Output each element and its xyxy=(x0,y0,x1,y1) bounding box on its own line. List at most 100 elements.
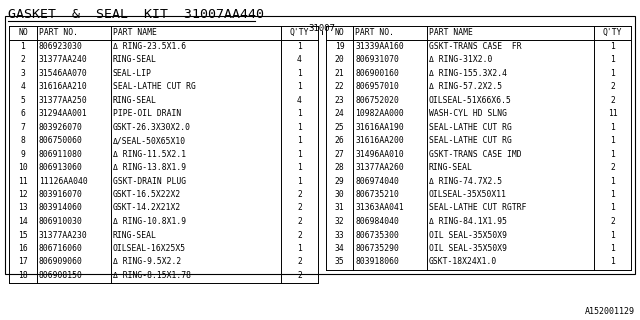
Text: 1: 1 xyxy=(611,123,615,132)
Text: A152001129: A152001129 xyxy=(585,307,635,316)
Text: 35: 35 xyxy=(335,258,344,267)
Text: 806735210: 806735210 xyxy=(355,190,399,199)
Text: 1: 1 xyxy=(611,230,615,239)
Text: 806735300: 806735300 xyxy=(355,230,399,239)
Text: Δ RING-10.8X1.9: Δ RING-10.8X1.9 xyxy=(113,217,186,226)
Text: RING-SEAL: RING-SEAL xyxy=(113,55,157,64)
Text: 803916070: 803916070 xyxy=(39,190,83,199)
Text: 11: 11 xyxy=(18,177,28,186)
Text: 1: 1 xyxy=(297,42,302,51)
Text: OILSEAL-16X25X5: OILSEAL-16X25X5 xyxy=(113,244,186,253)
Text: 4: 4 xyxy=(20,82,26,91)
Text: 1: 1 xyxy=(297,149,302,158)
Text: 1: 1 xyxy=(297,68,302,77)
Text: OILSEAL-35X50X11: OILSEAL-35X50X11 xyxy=(429,190,507,199)
Text: 28: 28 xyxy=(335,163,344,172)
Text: 4: 4 xyxy=(297,55,302,64)
Text: 806957010: 806957010 xyxy=(355,82,399,91)
Text: 1: 1 xyxy=(297,82,302,91)
Text: 1: 1 xyxy=(297,177,302,186)
Text: 1: 1 xyxy=(611,42,615,51)
Text: 16: 16 xyxy=(18,244,28,253)
Text: 1: 1 xyxy=(611,136,615,145)
Text: 1: 1 xyxy=(297,136,302,145)
Text: 2: 2 xyxy=(297,271,302,280)
Text: 2: 2 xyxy=(297,258,302,267)
Text: WASH-CYL HD SLNG: WASH-CYL HD SLNG xyxy=(429,109,507,118)
Text: 806910030: 806910030 xyxy=(39,217,83,226)
Text: Δ RING-11.5X2.1: Δ RING-11.5X2.1 xyxy=(113,149,186,158)
Text: 1: 1 xyxy=(611,55,615,64)
Text: 803914060: 803914060 xyxy=(39,204,83,212)
Text: 2: 2 xyxy=(297,190,302,199)
Text: 31007: 31007 xyxy=(308,24,335,33)
Text: OIL SEAL-35X50X9: OIL SEAL-35X50X9 xyxy=(429,244,507,253)
Text: 1: 1 xyxy=(611,149,615,158)
Text: Δ/SEAL-50X65X10: Δ/SEAL-50X65X10 xyxy=(113,136,186,145)
Text: 31377AA250: 31377AA250 xyxy=(39,95,88,105)
Text: SEAL-LATHE CUT RGTRF: SEAL-LATHE CUT RGTRF xyxy=(429,204,526,212)
Text: GSKT-TRANS CASE IMD: GSKT-TRANS CASE IMD xyxy=(429,149,521,158)
Text: 1: 1 xyxy=(611,244,615,253)
Text: 9: 9 xyxy=(20,149,26,158)
Text: 806750060: 806750060 xyxy=(39,136,83,145)
Text: 31616AA190: 31616AA190 xyxy=(355,123,404,132)
Text: 26: 26 xyxy=(335,136,344,145)
Text: NO: NO xyxy=(18,28,28,36)
Text: 806984040: 806984040 xyxy=(355,217,399,226)
Text: 31546AA070: 31546AA070 xyxy=(39,68,88,77)
Text: 32: 32 xyxy=(335,217,344,226)
Text: Δ RING-13.8X1.9: Δ RING-13.8X1.9 xyxy=(113,163,186,172)
Text: 31496AA010: 31496AA010 xyxy=(355,149,404,158)
Text: 31: 31 xyxy=(335,204,344,212)
Text: 31339AA160: 31339AA160 xyxy=(355,42,404,51)
Text: PIPE-OIL DRAIN: PIPE-OIL DRAIN xyxy=(113,109,181,118)
Text: 806931070: 806931070 xyxy=(355,55,399,64)
Text: SEAL-LATHE CUT RG: SEAL-LATHE CUT RG xyxy=(429,123,511,132)
Text: SEAL-LIP: SEAL-LIP xyxy=(113,68,152,77)
Text: GSKT-18X24X1.0: GSKT-18X24X1.0 xyxy=(429,258,497,267)
Text: 1: 1 xyxy=(297,244,302,253)
Text: 1: 1 xyxy=(611,258,615,267)
Text: GASKET  &  SEAL  KIT  31007AA440: GASKET & SEAL KIT 31007AA440 xyxy=(8,8,264,21)
Text: 2: 2 xyxy=(611,82,615,91)
Text: OIL SEAL-35X50X9: OIL SEAL-35X50X9 xyxy=(429,230,507,239)
Text: 5: 5 xyxy=(20,95,26,105)
Text: Q'TY: Q'TY xyxy=(290,28,309,36)
Text: 803926070: 803926070 xyxy=(39,123,83,132)
Text: 2: 2 xyxy=(297,230,302,239)
Text: 806735290: 806735290 xyxy=(355,244,399,253)
Text: 10982AA000: 10982AA000 xyxy=(355,109,404,118)
Text: GSKT-16.5X22X2: GSKT-16.5X22X2 xyxy=(113,190,181,199)
Text: 1: 1 xyxy=(297,163,302,172)
Text: PART NO.: PART NO. xyxy=(39,28,78,36)
Text: Δ RING-155.3X2.4: Δ RING-155.3X2.4 xyxy=(429,68,507,77)
Text: 30: 30 xyxy=(335,190,344,199)
Text: 806974040: 806974040 xyxy=(355,177,399,186)
Text: 7: 7 xyxy=(20,123,26,132)
Text: 8: 8 xyxy=(20,136,26,145)
Text: 806911080: 806911080 xyxy=(39,149,83,158)
Text: PART NO.: PART NO. xyxy=(355,28,394,36)
Text: 1: 1 xyxy=(611,190,615,199)
Text: 2: 2 xyxy=(611,95,615,105)
Text: 19: 19 xyxy=(335,42,344,51)
Text: 1: 1 xyxy=(297,109,302,118)
Text: GSKT-14.2X21X2: GSKT-14.2X21X2 xyxy=(113,204,181,212)
Text: 2: 2 xyxy=(611,163,615,172)
Text: RING-SEAL: RING-SEAL xyxy=(113,230,157,239)
Text: 33: 33 xyxy=(335,230,344,239)
Text: Δ RING-8.15X1.78: Δ RING-8.15X1.78 xyxy=(113,271,191,280)
Text: GSKT-DRAIN PLUG: GSKT-DRAIN PLUG xyxy=(113,177,186,186)
Text: 806752020: 806752020 xyxy=(355,95,399,105)
Text: 27: 27 xyxy=(335,149,344,158)
Text: 1: 1 xyxy=(20,42,26,51)
Text: GSKT-26.3X30X2.0: GSKT-26.3X30X2.0 xyxy=(113,123,191,132)
Text: 806908150: 806908150 xyxy=(39,271,83,280)
Text: 23: 23 xyxy=(335,95,344,105)
Text: 1: 1 xyxy=(611,177,615,186)
Text: PART NAME: PART NAME xyxy=(113,28,157,36)
Text: 806900160: 806900160 xyxy=(355,68,399,77)
Text: 806909060: 806909060 xyxy=(39,258,83,267)
Text: 17: 17 xyxy=(18,258,28,267)
